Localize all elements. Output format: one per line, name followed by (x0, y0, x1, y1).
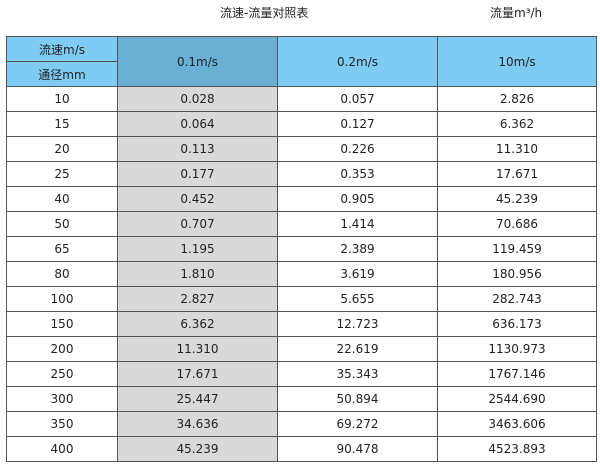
flow-cell: 0.707 (117, 211, 278, 237)
flow-cell: 1767.146 (437, 361, 597, 387)
diameter-cell: 10 (6, 86, 118, 112)
flow-cell: 5.655 (277, 286, 438, 312)
table-row: 350 34.636 69.272 3463.606 (6, 411, 597, 437)
diameter-cell: 25 (6, 161, 118, 187)
flow-cell: 282.743 (437, 286, 597, 312)
diameter-header: 通径mm (6, 61, 118, 87)
table-row: 40 0.452 0.905 45.239 (6, 186, 597, 212)
diameter-cell: 100 (6, 286, 118, 312)
diameter-cell: 300 (6, 386, 118, 412)
flow-cell: 0.226 (277, 136, 438, 162)
diameter-cell: 20 (6, 136, 118, 162)
unit-label: 流量m³/h (490, 6, 543, 20)
flow-cell: 35.343 (277, 361, 438, 387)
flow-cell: 6.362 (437, 111, 597, 137)
flow-cell: 1.195 (117, 236, 278, 262)
flow-cell: 11.310 (117, 336, 278, 362)
diameter-cell: 400 (6, 436, 118, 462)
flow-cell: 636.173 (437, 311, 597, 337)
flow-cell: 0.353 (277, 161, 438, 187)
flow-cell: 69.272 (277, 411, 438, 437)
table-row: 20 0.113 0.226 11.310 (6, 136, 597, 162)
flow-table: 流速m/s 0.1m/s 0.2m/s 10m/s 通径mm 10 0.028 0.… (6, 36, 597, 462)
flow-cell: 1.414 (277, 211, 438, 237)
table-row: 400 45.239 90.478 4523.893 (6, 436, 597, 462)
flow-cell: 12.723 (277, 311, 438, 337)
velocity-header: 流速m/s (6, 36, 118, 62)
flow-cell: 1130.973 (437, 336, 597, 362)
flow-cell: 1.810 (117, 261, 278, 287)
flow-cell: 90.478 (277, 436, 438, 462)
flow-cell: 25.447 (117, 386, 278, 412)
table-row: 100 2.827 5.655 282.743 (6, 286, 597, 312)
table-row: 50 0.707 1.414 70.686 (6, 211, 597, 237)
table-title: 流速-流量对照表 (220, 6, 309, 20)
diameter-cell: 40 (6, 186, 118, 212)
table-row: 300 25.447 50.894 2544.690 (6, 386, 597, 412)
flow-cell: 17.671 (437, 161, 597, 187)
flow-cell: 22.619 (277, 336, 438, 362)
flow-cell: 0.028 (117, 86, 278, 112)
flow-cell: 11.310 (437, 136, 597, 162)
table-row: 150 6.362 12.723 636.173 (6, 311, 597, 337)
flow-cell: 3463.606 (437, 411, 597, 437)
diameter-cell: 200 (6, 336, 118, 362)
flow-cell: 34.636 (117, 411, 278, 437)
column-header: 0.1m/s (117, 36, 278, 87)
diameter-cell: 50 (6, 211, 118, 237)
flow-cell: 0.905 (277, 186, 438, 212)
table-row: 65 1.195 2.389 119.459 (6, 236, 597, 262)
flow-cell: 2.826 (437, 86, 597, 112)
flow-cell: 0.064 (117, 111, 278, 137)
column-header: 10m/s (437, 36, 597, 87)
table-row: 80 1.810 3.619 180.956 (6, 261, 597, 287)
flow-cell: 0.113 (117, 136, 278, 162)
flow-cell: 0.177 (117, 161, 278, 187)
flow-cell: 180.956 (437, 261, 597, 287)
table-row: 200 11.310 22.619 1130.973 (6, 336, 597, 362)
flow-cell: 2.389 (277, 236, 438, 262)
flow-cell: 45.239 (117, 436, 278, 462)
flow-cell: 2.827 (117, 286, 278, 312)
table-row: 250 17.671 35.343 1767.146 (6, 361, 597, 387)
flow-cell: 6.362 (117, 311, 278, 337)
diameter-cell: 15 (6, 111, 118, 137)
flow-cell: 2544.690 (437, 386, 597, 412)
diameter-cell: 80 (6, 261, 118, 287)
diameter-cell: 65 (6, 236, 118, 262)
flow-cell: 0.127 (277, 111, 438, 137)
flow-cell: 50.894 (277, 386, 438, 412)
flow-cell: 4523.893 (437, 436, 597, 462)
flow-cell: 3.619 (277, 261, 438, 287)
diameter-cell: 150 (6, 311, 118, 337)
table-row: 25 0.177 0.353 17.671 (6, 161, 597, 187)
flow-cell: 0.057 (277, 86, 438, 112)
column-header: 0.2m/s (277, 36, 438, 87)
flow-cell: 0.452 (117, 186, 278, 212)
diameter-cell: 350 (6, 411, 118, 437)
table-row: 10 0.028 0.057 2.826 (6, 86, 597, 112)
flow-cell: 119.459 (437, 236, 597, 262)
diameter-cell: 250 (6, 361, 118, 387)
table-row: 15 0.064 0.127 6.362 (6, 111, 597, 137)
flow-cell: 70.686 (437, 211, 597, 237)
flow-cell: 45.239 (437, 186, 597, 212)
flow-cell: 17.671 (117, 361, 278, 387)
